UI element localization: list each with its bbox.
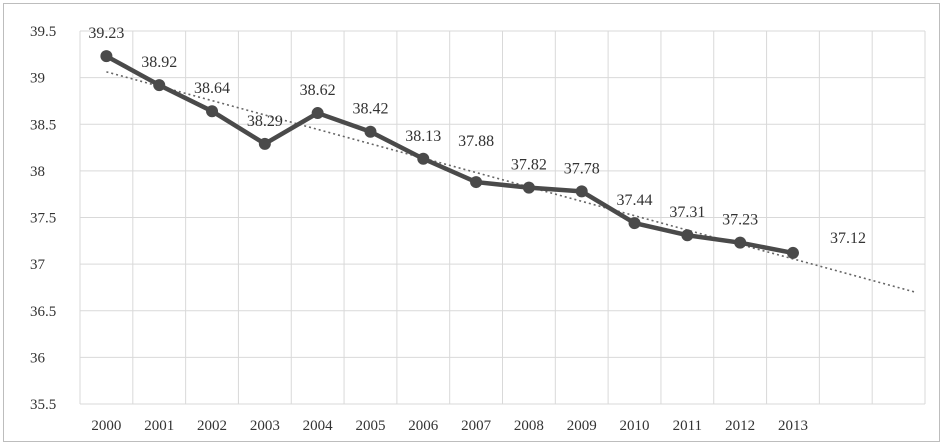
data-point	[153, 79, 166, 92]
data-point	[258, 137, 271, 150]
series-line-path	[105, 54, 794, 256]
data-label: 39.23	[88, 25, 124, 42]
data-point	[100, 50, 113, 63]
x-tick-label: 2012	[725, 418, 755, 434]
data-point	[681, 229, 694, 242]
x-tick-label: 2000	[91, 418, 121, 434]
y-tick-label: 36	[30, 350, 46, 366]
x-tick-label: 2011	[673, 418, 702, 434]
data-label: 37.12	[830, 230, 866, 247]
data-label: 37.88	[458, 133, 494, 150]
y-tick-label: 36.5	[30, 304, 56, 320]
chart-frame	[3, 3, 940, 442]
data-point	[522, 181, 535, 194]
x-tick-label: 2006	[408, 418, 439, 434]
y-tick-label: 35.5	[30, 397, 56, 413]
data-label: 38.29	[247, 113, 283, 130]
y-tick-label: 37	[30, 257, 46, 273]
data-point	[628, 217, 641, 230]
x-axis-ticks: 2000 2001 2002 2003 2004 2005 2006 2007 2008 2009…	[91, 418, 808, 434]
data-point	[470, 176, 483, 189]
data-point	[417, 152, 430, 165]
data-point	[364, 125, 377, 138]
data-label: 38.62	[300, 82, 336, 99]
data-label: 38.42	[352, 101, 388, 118]
x-tick-label: 2001	[144, 418, 174, 434]
data-label: 37.78	[564, 160, 600, 177]
data-label: 37.23	[722, 212, 758, 229]
x-tick-label: 2003	[250, 418, 280, 434]
x-tick-label: 2007	[461, 418, 492, 434]
data-point	[311, 107, 324, 120]
x-tick-label: 2005	[355, 418, 385, 434]
data-point	[734, 236, 747, 249]
data-point	[786, 246, 799, 259]
data-point	[575, 185, 588, 198]
y-axis-ticks: 35.5 36 36.5 37 37.5 38 38.5 39 39.5	[30, 24, 56, 413]
x-tick-label: 2013	[778, 418, 808, 434]
y-tick-label: 39.5	[30, 24, 56, 40]
x-tick-label: 2008	[514, 418, 544, 434]
x-tick-label: 2004	[303, 418, 334, 434]
data-label: 38.13	[405, 128, 441, 145]
series-line	[100, 50, 799, 259]
data-label: 38.64	[194, 80, 230, 97]
y-tick-label: 38	[30, 164, 45, 180]
y-tick-label: 38.5	[30, 117, 56, 133]
data-point	[206, 105, 219, 118]
x-tick-label: 2009	[567, 418, 597, 434]
data-label: 37.31	[669, 204, 705, 221]
y-tick-label: 37.5	[30, 211, 56, 227]
gridlines	[79, 30, 926, 405]
x-tick-label: 2002	[197, 418, 227, 434]
x-tick-label: 2010	[620, 418, 650, 434]
data-label: 38.92	[141, 54, 177, 71]
data-label: 37.82	[511, 157, 547, 174]
data-label: 37.44	[617, 192, 653, 209]
y-tick-label: 39	[30, 71, 45, 87]
data-labels: 39.23 38.92 38.64 38.29 38.62 38.42 38.13 37.88…	[88, 25, 866, 247]
